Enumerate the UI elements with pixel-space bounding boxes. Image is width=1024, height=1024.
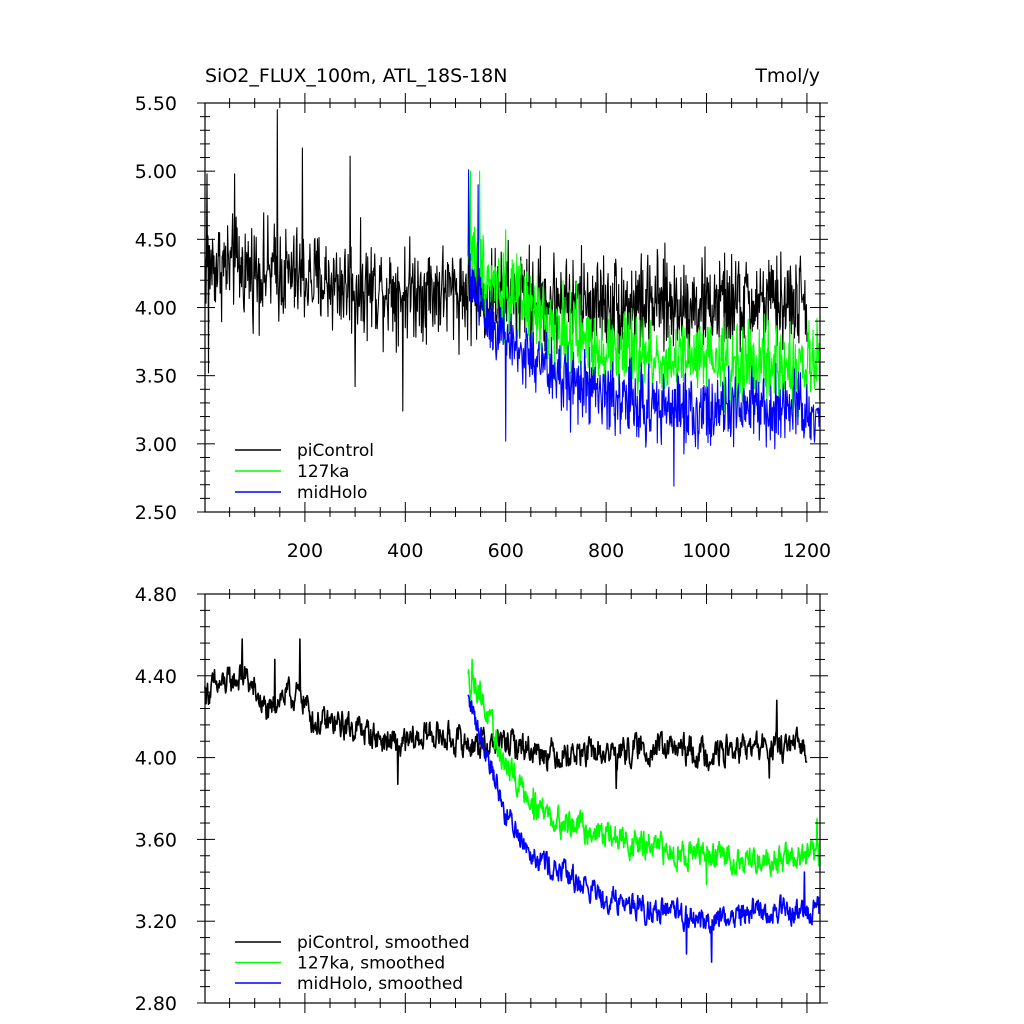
legend-label: piControl, smoothed	[297, 933, 470, 953]
bottom-panel: 2.80 3.20 3.60 4.00 4.40 4.80 piControl, smoo…	[135, 584, 828, 1015]
y-tick-label: 3.20	[135, 911, 177, 933]
series-layer	[204, 109, 821, 487]
tick-layer: 2.80 3.20 3.60 4.00 4.40 4.80	[135, 584, 828, 1015]
x-tick-label: 400	[387, 540, 423, 562]
x-tick-label: 1200	[783, 540, 831, 562]
series-line-127ka-smoothed	[467, 658, 821, 886]
x-tick-label: 600	[488, 540, 524, 562]
y-tick-label: 4.00	[135, 298, 177, 320]
y-tick-label: 3.60	[135, 829, 177, 851]
x-tick-label: 1000	[682, 540, 730, 562]
y-tick-label: 3.50	[135, 366, 177, 388]
series-layer	[204, 638, 821, 963]
y-tick-label: 2.50	[135, 502, 177, 524]
y-tick-label: 5.00	[135, 161, 177, 183]
series-line-127ka	[467, 170, 821, 418]
y-tick-label: 4.00	[135, 748, 177, 770]
legend-label: 127ka, smoothed	[297, 954, 445, 974]
series-line-picontrol-smoothed	[204, 638, 808, 790]
chart-title: SiO2_FLUX_100m, ATL_18S-18N	[205, 65, 507, 87]
units-label: Tmol/y	[754, 65, 820, 87]
legend-label: 127ka	[297, 462, 349, 482]
plot-frame	[204, 593, 821, 1004]
tick-layer: 2.50 3.00 3.50 4.00 4.50 5.00 5.50 200 400 600 800…	[135, 93, 831, 562]
y-tick-label: 5.50	[135, 93, 177, 115]
y-tick-label: 3.00	[135, 434, 177, 456]
series-line-midholo-smoothed	[467, 694, 821, 963]
legend-label: midHolo	[297, 483, 367, 503]
y-tick-label: 4.50	[135, 229, 177, 251]
series-line-midholo	[467, 169, 821, 487]
y-tick-label: 4.40	[135, 666, 177, 688]
x-tick-label: 800	[588, 540, 624, 562]
y-tick-label: 2.80	[135, 993, 177, 1015]
top-panel: SiO2_FLUX_100m, ATL_18S-18N Tmol/y 2.50 3…	[135, 65, 831, 562]
y-tick-label: 4.80	[135, 584, 177, 606]
legend-label: piControl	[297, 441, 374, 461]
x-tick-label: 200	[287, 540, 323, 562]
legend-label: midHolo, smoothed	[297, 974, 463, 994]
